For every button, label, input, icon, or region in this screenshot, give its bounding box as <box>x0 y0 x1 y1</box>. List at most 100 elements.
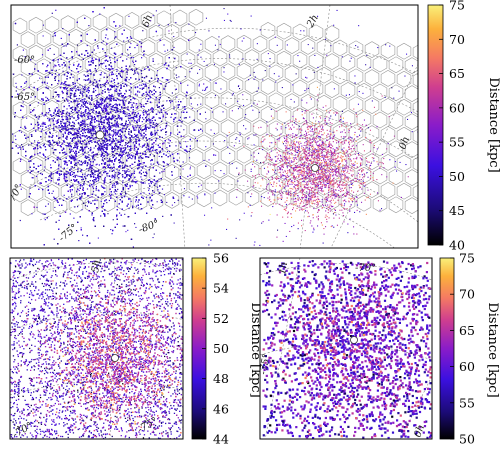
data-point <box>62 199 64 201</box>
data-point <box>125 89 127 91</box>
data-point <box>182 106 184 108</box>
data-point <box>106 119 108 121</box>
data-point <box>58 219 60 221</box>
data-point <box>170 116 172 118</box>
data-point <box>86 94 88 96</box>
data-point <box>92 138 94 140</box>
data-point <box>155 183 157 185</box>
survey-footprint <box>116 194 132 212</box>
survey-footprint <box>412 184 418 200</box>
data-point <box>130 200 132 202</box>
data-point <box>121 66 123 69</box>
data-point <box>64 82 66 84</box>
data-point <box>135 146 138 148</box>
survey-footprint <box>108 12 124 30</box>
data-point <box>58 168 60 170</box>
data-point <box>36 206 38 208</box>
survey-footprint <box>76 14 92 32</box>
survey-footprint <box>236 174 252 192</box>
data-point <box>93 125 95 127</box>
survey-footprint <box>100 55 116 72</box>
data-point <box>141 121 143 123</box>
data-point <box>37 89 39 91</box>
data-point <box>65 127 67 130</box>
data-point <box>51 144 53 146</box>
data-point <box>149 166 151 168</box>
survey-footprint <box>340 110 356 127</box>
data-point <box>131 69 134 71</box>
data-point <box>73 87 75 89</box>
data-point <box>72 172 74 174</box>
survey-footprint <box>124 40 140 57</box>
data-point <box>51 147 53 149</box>
data-point <box>15 86 18 88</box>
data-point <box>84 85 86 87</box>
survey-footprint <box>308 24 324 42</box>
data-point <box>114 104 116 106</box>
survey-footprint <box>12 157 28 175</box>
data-point <box>151 120 154 122</box>
data-point <box>87 173 89 176</box>
data-point <box>60 166 62 168</box>
survey-footprint <box>228 188 244 206</box>
data-point <box>123 151 125 154</box>
data-point <box>175 145 177 147</box>
survey-footprint <box>148 136 164 154</box>
survey-footprint <box>84 28 100 45</box>
survey-footprint <box>388 84 404 102</box>
data-point <box>130 91 132 93</box>
data-point <box>103 116 105 118</box>
data-point <box>152 145 155 147</box>
data-point <box>107 82 110 84</box>
data-point <box>114 107 116 109</box>
survey-footprint <box>172 9 188 27</box>
data-point <box>103 148 105 151</box>
data-point <box>65 81 67 83</box>
data-point <box>53 66 55 68</box>
data-point <box>142 171 145 173</box>
data-point <box>99 13 101 15</box>
data-point <box>134 133 136 135</box>
survey-footprint <box>20 87 36 104</box>
survey-footprint <box>252 147 268 165</box>
survey-footprint <box>404 57 418 74</box>
data-point <box>126 58 128 60</box>
survey-footprint <box>188 64 204 82</box>
data-point <box>132 163 134 165</box>
data-point <box>91 186 94 188</box>
data-point <box>76 230 78 232</box>
data-point <box>146 145 148 147</box>
data-point <box>80 100 82 102</box>
data-point <box>155 125 157 127</box>
survey-footprint <box>340 166 356 183</box>
data-point <box>102 150 105 152</box>
data-point <box>124 164 126 166</box>
data-point <box>104 170 106 172</box>
data-point <box>159 151 161 153</box>
survey-footprint <box>12 17 28 35</box>
data-point <box>139 87 141 90</box>
data-point <box>119 172 121 174</box>
data-point <box>80 89 82 91</box>
survey-footprint <box>164 164 180 181</box>
survey-footprint <box>204 92 220 109</box>
data-point <box>86 118 88 120</box>
data-point <box>113 164 115 166</box>
data-point <box>86 188 89 190</box>
survey-footprint <box>300 122 316 139</box>
data-point <box>44 122 46 124</box>
data-point <box>58 204 60 206</box>
data-point <box>152 58 154 60</box>
survey-footprint <box>188 8 204 26</box>
survey-footprint <box>60 43 76 60</box>
survey-footprint <box>124 124 140 141</box>
survey-footprint <box>108 180 124 198</box>
data-point <box>63 194 65 196</box>
survey-footprint <box>356 110 372 128</box>
data-point <box>100 72 102 74</box>
data-point <box>66 126 68 128</box>
survey-footprint <box>132 165 148 183</box>
survey-footprint <box>372 83 388 101</box>
survey-footprint <box>260 50 276 67</box>
data-point <box>53 127 55 129</box>
